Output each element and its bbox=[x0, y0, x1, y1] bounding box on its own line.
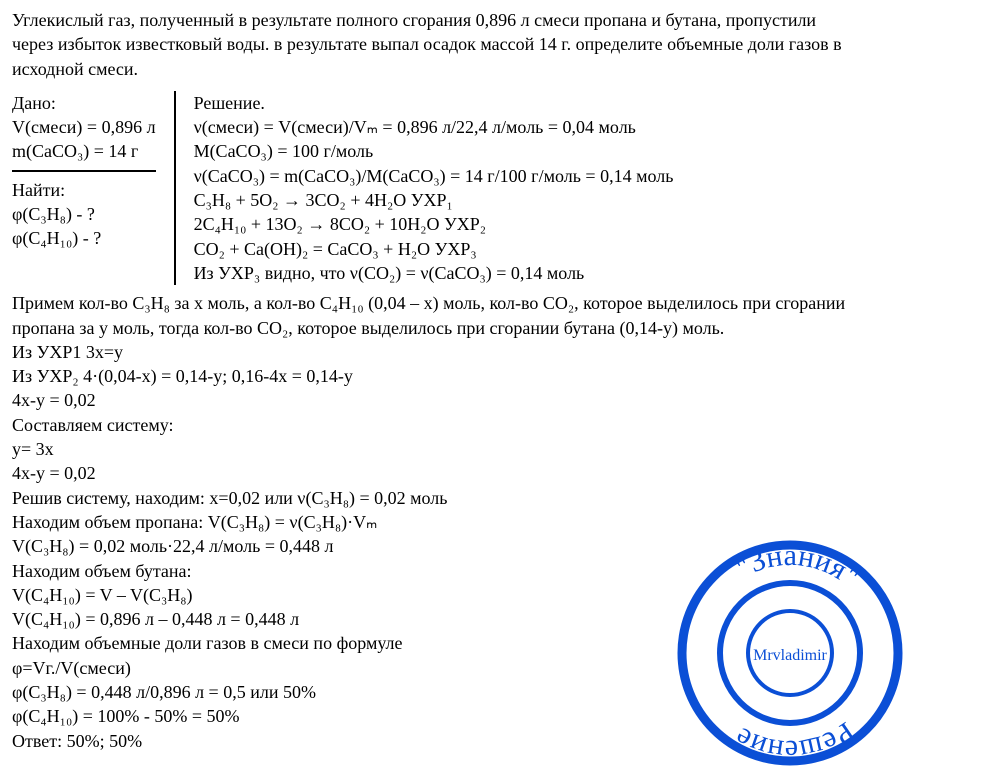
given-line: m(CaCO₃) = 14 г bbox=[12, 139, 156, 163]
solution-column: Решение. ν(смеси) = V(смеси)/Vₘ = 0,896 … bbox=[176, 91, 674, 285]
solution-line: M(CaCO₃) = 100 г/моль bbox=[194, 139, 674, 163]
find-title: Найти: bbox=[12, 178, 156, 202]
solution-line: C₃H₈ + 5O₂ → 3CO₂ + 4H₂O УХР₁ bbox=[194, 188, 674, 212]
given-title: Дано: bbox=[12, 91, 156, 115]
given-column: Дано: V(смеси) = 0,896 л m(CaCO₃) = 14 г… bbox=[12, 91, 174, 285]
find-line: φ(C₄H₁₀) - ? bbox=[12, 226, 156, 250]
solution-line: ν(CaCO₃) = m(CaCO₃)/M(CaCO₃) = 14 г/100 … bbox=[194, 164, 674, 188]
solution-body: Примем кол-во C₃H₈ за x моль, а кол-во C… bbox=[12, 291, 995, 753]
body-line: пропана за y моль, тогда кол-во CO₂, кот… bbox=[12, 316, 995, 340]
stamp-icon: Решение "Знания" Mrvladimir bbox=[675, 538, 905, 768]
solution-line: 2C₄H₁₀ + 13O₂ → 8CO₂ + 10H₂O УХР₂ bbox=[194, 212, 674, 236]
body-line: y= 3x bbox=[12, 437, 995, 461]
body-line: Находим объем пропана: V(C₃H₈) = ν(C₃H₈)… bbox=[12, 510, 995, 534]
body-line: Составляем систему: bbox=[12, 413, 995, 437]
body-line: Примем кол-во C₃H₈ за x моль, а кол-во C… bbox=[12, 291, 995, 315]
problem-statement: Углекислый газ, полученный в результате … bbox=[12, 8, 995, 81]
solution-line: CO₂ + Ca(OH)₂ = CaCO₃ + H₂O УХР₃ bbox=[194, 237, 674, 261]
body-line: 4x-y = 0,02 bbox=[12, 388, 995, 412]
stamp-center-text: Mrvladimir bbox=[753, 647, 827, 664]
body-line: 4x-y = 0,02 bbox=[12, 461, 995, 485]
problem-line: Углекислый газ, полученный в результате … bbox=[12, 8, 995, 32]
body-line: Из УХР₂ 4·(0,04-x) = 0,14-y; 0,16-4x = 0… bbox=[12, 364, 995, 388]
problem-line: через избыток известковый воды. в резуль… bbox=[12, 32, 995, 56]
solution-title: Решение. bbox=[194, 91, 674, 115]
given-line: V(смеси) = 0,896 л bbox=[12, 115, 156, 139]
solution-line: ν(смеси) = V(смеси)/Vₘ = 0,896 л/22,4 л/… bbox=[194, 115, 674, 139]
body-line: Из УХР1 3x=y bbox=[12, 340, 995, 364]
problem-line: исходной смеси. bbox=[12, 57, 995, 81]
body-line: Решив систему, находим: x=0,02 или ν(C₃H… bbox=[12, 486, 995, 510]
given-solution-box: Дано: V(смеси) = 0,896 л m(CaCO₃) = 14 г… bbox=[12, 91, 995, 285]
solution-line: Из УХР₃ видно, что ν(CO₂) = ν(CaCO₃) = 0… bbox=[194, 261, 674, 285]
find-line: φ(C₃H₈) - ? bbox=[12, 202, 156, 226]
